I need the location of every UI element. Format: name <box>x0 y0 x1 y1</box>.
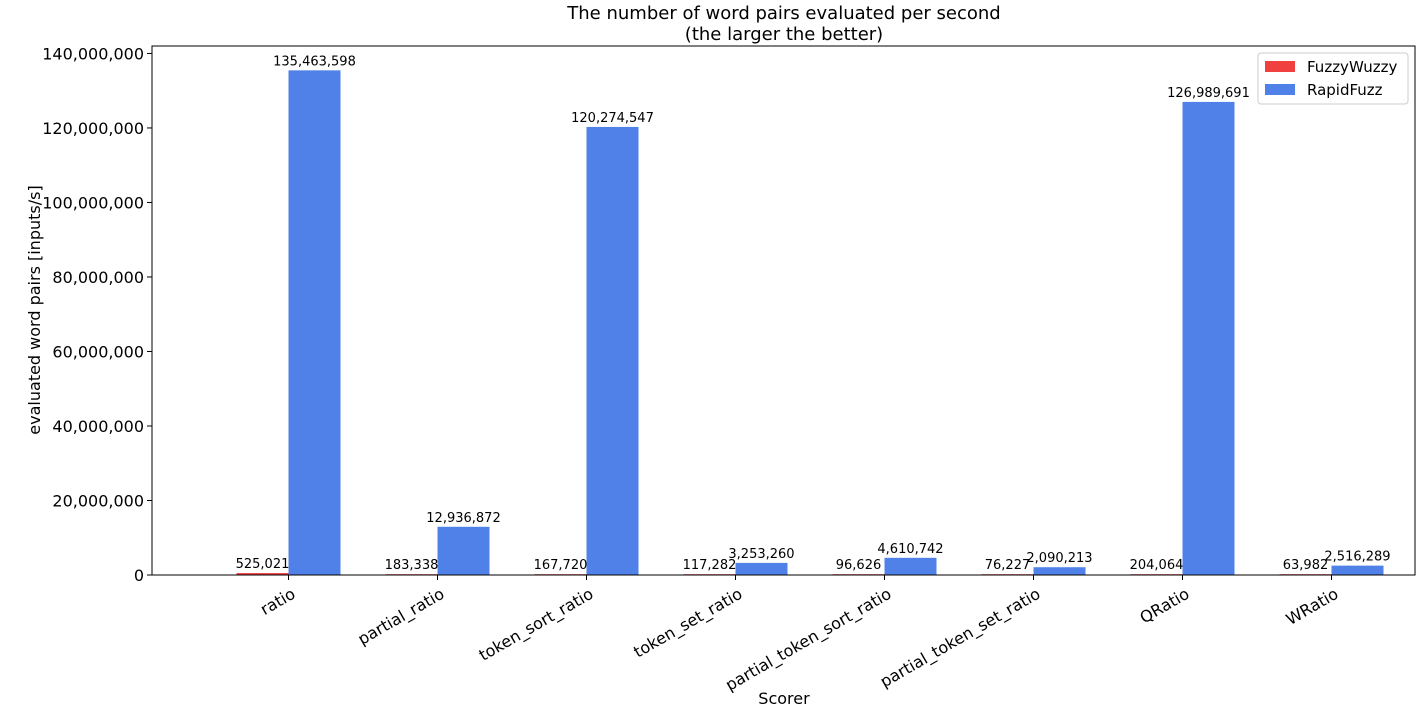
data-label-rapidfuzz: 2,090,213 <box>1026 551 1092 566</box>
data-label-rapidfuzz: 126,989,691 <box>1167 86 1250 101</box>
bar-rapidfuzz-partial-token-sort-ratio <box>884 557 937 575</box>
y-tick-label: 100,000,000 <box>42 193 144 212</box>
y-tick-label: 140,000,000 <box>42 44 144 63</box>
data-label-rapidfuzz: 135,463,598 <box>273 54 356 69</box>
legend-swatch-fuzzywuzzy <box>1265 61 1295 72</box>
y-tick-label: 60,000,000 <box>52 342 144 361</box>
legend-label-rapidfuzz: RapidFuzz <box>1307 81 1383 99</box>
x-tick-label: partial_ratio <box>355 584 448 650</box>
legend-label-fuzzywuzzy: FuzzyWuzzy <box>1307 58 1397 76</box>
x-axis-label: Scorer <box>758 689 810 708</box>
data-label-fuzzywuzzy: 167,720 <box>534 558 588 573</box>
bar-fuzzywuzzy-ratio <box>236 573 289 575</box>
data-label-rapidfuzz: 12,936,872 <box>426 511 500 526</box>
data-label-rapidfuzz: 120,274,547 <box>571 111 654 126</box>
x-tick-label: WRatio <box>1283 584 1342 629</box>
bar-rapidfuzz-token-sort-ratio <box>586 126 639 575</box>
data-label-rapidfuzz: 3,253,260 <box>728 547 794 562</box>
data-label-fuzzywuzzy: 525,021 <box>236 557 290 572</box>
x-tick-label: token_set_ratio <box>630 584 746 662</box>
y-tick-label: 40,000,000 <box>52 417 144 436</box>
bar-rapidfuzz-ratio <box>288 70 341 575</box>
y-tick-label: 0 <box>134 566 144 585</box>
chart-title: The number of word pairs evaluated per s… <box>566 3 1000 24</box>
bar-rapidfuzz-token-set-ratio <box>735 562 788 575</box>
data-label-fuzzywuzzy: 63,982 <box>1283 558 1329 573</box>
data-label-fuzzywuzzy: 204,064 <box>1130 558 1184 573</box>
y-axis: 0 20,000,000 40,000,000 60,000,000 80,000,00… <box>42 44 152 585</box>
bar-rapidfuzz-wratio <box>1331 565 1384 575</box>
chart-subtitle: (the larger the better) <box>685 24 883 45</box>
y-axis-label: evaluated word pairs [inputs/s] <box>25 185 44 434</box>
data-label-fuzzywuzzy: 96,626 <box>836 558 882 573</box>
y-tick-label: 20,000,000 <box>52 491 144 510</box>
x-tick-label: partial_token_set_ratio <box>877 584 1044 692</box>
bar-rapidfuzz-qratio <box>1182 101 1235 575</box>
data-label-rapidfuzz: 2,516,289 <box>1324 550 1390 565</box>
legend: FuzzyWuzzy RapidFuzz <box>1257 52 1409 105</box>
legend-swatch-rapidfuzz <box>1265 84 1295 95</box>
x-tick-label: QRatio <box>1137 584 1193 627</box>
legend-frame <box>1257 52 1409 105</box>
bar-rapidfuzz-partial-ratio <box>437 526 490 575</box>
x-axis: ratio partial_ratio token_sort_ratio token_… <box>257 575 1342 695</box>
x-tick-label: token_sort_ratio <box>476 584 597 666</box>
y-tick-label: 120,000,000 <box>42 119 144 138</box>
x-tick-label: partial_token_sort_ratio <box>722 584 895 695</box>
data-label-fuzzywuzzy: 183,338 <box>385 558 439 573</box>
y-tick-label: 80,000,000 <box>52 268 144 287</box>
data-label-rapidfuzz: 4,610,742 <box>877 542 943 557</box>
x-tick-label: ratio <box>257 584 298 619</box>
bar-rapidfuzz-partial-token-set-ratio <box>1033 567 1086 575</box>
bars-group: 525,021 135,463,598 183,338 12,936,872 167,7… <box>236 54 1391 575</box>
plot-frame <box>151 45 1416 576</box>
data-label-fuzzywuzzy: 117,282 <box>683 558 737 573</box>
data-label-fuzzywuzzy: 76,227 <box>985 558 1031 573</box>
